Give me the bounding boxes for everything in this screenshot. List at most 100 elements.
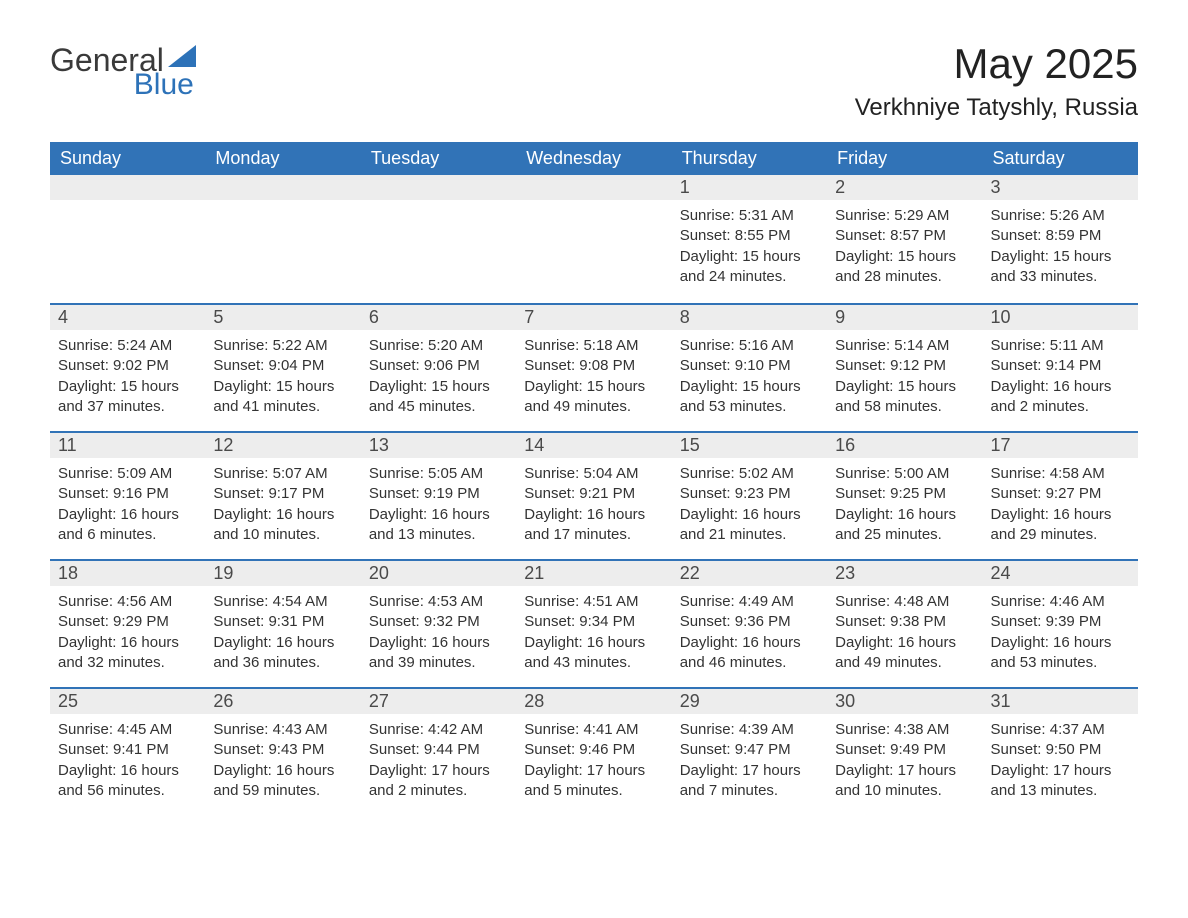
calendar-week: 18Sunrise: 4:56 AMSunset: 9:29 PMDayligh… xyxy=(50,559,1138,687)
daylight-text: Daylight: 17 hours and 7 minutes. xyxy=(680,761,819,802)
daylight-text: Daylight: 16 hours and 6 minutes. xyxy=(58,505,197,546)
day-wrap: 27Sunrise: 4:42 AMSunset: 9:44 PMDayligh… xyxy=(361,687,516,811)
daylight-text: Daylight: 17 hours and 2 minutes. xyxy=(369,761,508,802)
calendar-head: SundayMondayTuesdayWednesdayThursdayFrid… xyxy=(50,142,1138,175)
day-wrap: 29 Sunrise: 4:39 AMSunset: 9:47 PMDayligh… xyxy=(672,687,827,811)
sunrise-text: Sunrise: 5:11 AM xyxy=(991,336,1130,356)
day-of-week-row: SundayMondayTuesdayWednesdayThursdayFrid… xyxy=(50,142,1138,175)
day-wrap: 15Sunrise: 5:02 AMSunset: 9:23 PMDayligh… xyxy=(672,431,827,555)
sunrise-text: Sunrise: 5:14 AM xyxy=(835,336,974,356)
day-body: Sunrise: 4:38 AMSunset: 9:49 PMDaylight:… xyxy=(827,714,982,811)
day-number: 16 xyxy=(827,433,982,458)
calendar-cell: 10Sunrise: 5:11 AMSunset: 9:14 PMDayligh… xyxy=(983,303,1138,431)
location: Verkhniye Tatyshly, Russia xyxy=(855,94,1138,122)
sunset-text: Sunset: 9:43 PM xyxy=(213,740,352,760)
day-number: 21 xyxy=(516,561,671,586)
calendar-cell: 23Sunrise: 4:48 AMSunset: 9:38 PMDayligh… xyxy=(827,559,982,687)
day-body: Sunrise: 5:00 AMSunset: 9:25 PMDaylight:… xyxy=(827,458,982,555)
day-number: 11 xyxy=(50,433,205,458)
day-number: 24 xyxy=(983,561,1138,586)
day-body: Sunrise: 5:05 AMSunset: 9:19 PMDaylight:… xyxy=(361,458,516,555)
daylight-text: Daylight: 15 hours and 24 minutes. xyxy=(680,247,819,288)
calendar-cell: 16Sunrise: 5:00 AMSunset: 9:25 PMDayligh… xyxy=(827,431,982,559)
sunrise-text: Sunrise: 4:38 AM xyxy=(835,720,974,740)
day-number: 23 xyxy=(827,561,982,586)
sunset-text: Sunset: 9:04 PM xyxy=(213,356,352,376)
daylight-text: Daylight: 16 hours and 29 minutes. xyxy=(991,505,1130,546)
sunrise-text: Sunrise: 5:07 AM xyxy=(213,464,352,484)
day-wrap: 26Sunrise: 4:43 AMSunset: 9:43 PMDayligh… xyxy=(205,687,360,811)
sunrise-text: Sunrise: 4:48 AM xyxy=(835,592,974,612)
day-body: Sunrise: 5:09 AMSunset: 9:16 PMDaylight:… xyxy=(50,458,205,555)
day-number: 2 xyxy=(827,175,982,200)
sunrise-text: Sunrise: 5:22 AM xyxy=(213,336,352,356)
day-number: 18 xyxy=(50,561,205,586)
day-wrap: 23Sunrise: 4:48 AMSunset: 9:38 PMDayligh… xyxy=(827,559,982,683)
sunrise-text: Sunrise: 5:20 AM xyxy=(369,336,508,356)
sunset-text: Sunset: 9:08 PM xyxy=(524,356,663,376)
calendar-cell: 13Sunrise: 5:05 AMSunset: 9:19 PMDayligh… xyxy=(361,431,516,559)
calendar-cell: 15Sunrise: 5:02 AMSunset: 9:23 PMDayligh… xyxy=(672,431,827,559)
day-number: 3 xyxy=(983,175,1138,200)
sunrise-text: Sunrise: 4:49 AM xyxy=(680,592,819,612)
daylight-text: Daylight: 15 hours and 49 minutes. xyxy=(524,377,663,418)
day-body: Sunrise: 4:42 AMSunset: 9:44 PMDaylight:… xyxy=(361,714,516,811)
day-number: 15 xyxy=(672,433,827,458)
day-header: Wednesday xyxy=(516,142,671,175)
daylight-text: Daylight: 16 hours and 39 minutes. xyxy=(369,633,508,674)
calendar-cell: 6Sunrise: 5:20 AMSunset: 9:06 PMDaylight… xyxy=(361,303,516,431)
calendar-cell xyxy=(205,175,360,303)
day-wrap: 6Sunrise: 5:20 AMSunset: 9:06 PMDaylight… xyxy=(361,303,516,427)
sunset-text: Sunset: 9:27 PM xyxy=(991,484,1130,504)
calendar-cell: 31Sunrise: 4:37 AMSunset: 9:50 PMDayligh… xyxy=(983,687,1138,815)
day-wrap: 18Sunrise: 4:56 AMSunset: 9:29 PMDayligh… xyxy=(50,559,205,683)
day-body: Sunrise: 5:07 AMSunset: 9:17 PMDaylight:… xyxy=(205,458,360,555)
sunset-text: Sunset: 9:16 PM xyxy=(58,484,197,504)
sunrise-text: Sunrise: 5:00 AM xyxy=(835,464,974,484)
calendar-cell: 27Sunrise: 4:42 AMSunset: 9:44 PMDayligh… xyxy=(361,687,516,815)
calendar-cell: 11Sunrise: 5:09 AMSunset: 9:16 PMDayligh… xyxy=(50,431,205,559)
day-header: Saturday xyxy=(983,142,1138,175)
sunset-text: Sunset: 9:47 PM xyxy=(680,740,819,760)
daylight-text: Daylight: 15 hours and 45 minutes. xyxy=(369,377,508,418)
day-number: 4 xyxy=(50,305,205,330)
day-wrap: 12Sunrise: 5:07 AMSunset: 9:17 PMDayligh… xyxy=(205,431,360,555)
day-body: Sunrise: 5:29 AMSunset: 8:57 PMDaylight:… xyxy=(827,200,982,297)
day-wrap: 11Sunrise: 5:09 AMSunset: 9:16 PMDayligh… xyxy=(50,431,205,555)
day-number: 9 xyxy=(827,305,982,330)
sunset-text: Sunset: 9:02 PM xyxy=(58,356,197,376)
calendar-cell: 20Sunrise: 4:53 AMSunset: 9:32 PMDayligh… xyxy=(361,559,516,687)
daylight-text: Daylight: 16 hours and 56 minutes. xyxy=(58,761,197,802)
sunset-text: Sunset: 9:12 PM xyxy=(835,356,974,376)
day-body: Sunrise: 4:43 AMSunset: 9:43 PMDaylight:… xyxy=(205,714,360,811)
sunrise-text: Sunrise: 4:56 AM xyxy=(58,592,197,612)
day-wrap: 7Sunrise: 5:18 AMSunset: 9:08 PMDaylight… xyxy=(516,303,671,427)
day-body: Sunrise: 4:58 AMSunset: 9:27 PMDaylight:… xyxy=(983,458,1138,555)
sunset-text: Sunset: 9:46 PM xyxy=(524,740,663,760)
sunset-text: Sunset: 9:50 PM xyxy=(991,740,1130,760)
logo: General Blue xyxy=(50,40,196,100)
day-wrap: 21Sunrise: 4:51 AMSunset: 9:34 PMDayligh… xyxy=(516,559,671,683)
day-body: Sunrise: 5:04 AMSunset: 9:21 PMDaylight:… xyxy=(516,458,671,555)
day-number: 29 xyxy=(672,689,827,714)
sunrise-text: Sunrise: 4:39 AM xyxy=(680,720,819,740)
day-number: 28 xyxy=(516,689,671,714)
day-number: 1 xyxy=(672,175,827,200)
calendar-cell: 28Sunrise: 4:41 AMSunset: 9:46 PMDayligh… xyxy=(516,687,671,815)
day-body: Sunrise: 4:46 AMSunset: 9:39 PMDaylight:… xyxy=(983,586,1138,683)
calendar-cell xyxy=(361,175,516,303)
daylight-text: Daylight: 15 hours and 28 minutes. xyxy=(835,247,974,288)
day-wrap: 17Sunrise: 4:58 AMSunset: 9:27 PMDayligh… xyxy=(983,431,1138,555)
sunset-text: Sunset: 9:36 PM xyxy=(680,612,819,632)
day-body: Sunrise: 5:11 AMSunset: 9:14 PMDaylight:… xyxy=(983,330,1138,427)
day-number-empty xyxy=(50,175,205,200)
day-wrap: 20Sunrise: 4:53 AMSunset: 9:32 PMDayligh… xyxy=(361,559,516,683)
day-body: Sunrise: 5:22 AMSunset: 9:04 PMDaylight:… xyxy=(205,330,360,427)
day-wrap: 8Sunrise: 5:16 AMSunset: 9:10 PMDaylight… xyxy=(672,303,827,427)
day-wrap: 4Sunrise: 5:24 AMSunset: 9:02 PMDaylight… xyxy=(50,303,205,427)
sunset-text: Sunset: 9:31 PM xyxy=(213,612,352,632)
sunset-text: Sunset: 9:17 PM xyxy=(213,484,352,504)
day-body: Sunrise: 4:37 AMSunset: 9:50 PMDaylight:… xyxy=(983,714,1138,811)
sunset-text: Sunset: 9:41 PM xyxy=(58,740,197,760)
day-number: 13 xyxy=(361,433,516,458)
